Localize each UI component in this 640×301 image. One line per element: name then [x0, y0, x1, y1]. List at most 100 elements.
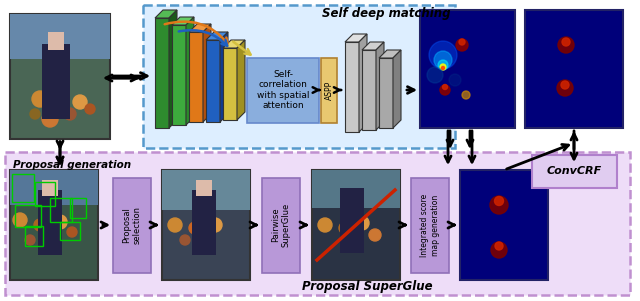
- FancyBboxPatch shape: [525, 10, 623, 128]
- Text: Self-
correlation
with spatial
attention: Self- correlation with spatial attention: [257, 70, 309, 110]
- Circle shape: [318, 218, 332, 232]
- Circle shape: [440, 64, 446, 70]
- FancyBboxPatch shape: [48, 32, 64, 50]
- FancyBboxPatch shape: [162, 170, 250, 280]
- FancyBboxPatch shape: [42, 44, 70, 119]
- Circle shape: [442, 67, 445, 70]
- Circle shape: [32, 91, 48, 107]
- Circle shape: [462, 91, 470, 99]
- Circle shape: [369, 229, 381, 241]
- Polygon shape: [172, 17, 194, 25]
- Polygon shape: [186, 17, 194, 125]
- Polygon shape: [189, 24, 211, 32]
- Circle shape: [347, 235, 357, 245]
- Circle shape: [189, 222, 201, 234]
- Circle shape: [491, 242, 507, 258]
- FancyBboxPatch shape: [321, 58, 337, 123]
- Polygon shape: [223, 40, 245, 48]
- FancyBboxPatch shape: [38, 190, 62, 255]
- Polygon shape: [169, 10, 177, 128]
- FancyBboxPatch shape: [162, 170, 250, 210]
- Polygon shape: [220, 32, 228, 122]
- Text: Pairwise
SuperGlue: Pairwise SuperGlue: [271, 203, 291, 247]
- Text: ConvCRF: ConvCRF: [547, 166, 602, 176]
- Polygon shape: [362, 42, 384, 50]
- FancyBboxPatch shape: [113, 178, 151, 273]
- FancyBboxPatch shape: [345, 42, 359, 132]
- Circle shape: [429, 41, 457, 69]
- FancyBboxPatch shape: [420, 10, 515, 128]
- Polygon shape: [359, 34, 367, 132]
- Circle shape: [456, 39, 468, 51]
- Circle shape: [53, 215, 67, 229]
- FancyBboxPatch shape: [223, 48, 237, 120]
- FancyBboxPatch shape: [42, 180, 58, 196]
- FancyBboxPatch shape: [192, 190, 216, 255]
- Text: Proposal SuperGlue: Proposal SuperGlue: [301, 280, 432, 293]
- Circle shape: [199, 232, 211, 244]
- Bar: [12, 174, 34, 202]
- Circle shape: [355, 216, 369, 230]
- Text: Proposal generation: Proposal generation: [13, 160, 131, 170]
- Circle shape: [442, 85, 447, 89]
- Bar: [15, 205, 41, 227]
- Text: ASPP: ASPP: [324, 80, 333, 100]
- FancyBboxPatch shape: [379, 58, 393, 128]
- FancyBboxPatch shape: [312, 170, 400, 208]
- Polygon shape: [237, 40, 245, 120]
- Circle shape: [42, 111, 58, 127]
- Bar: [60, 222, 80, 240]
- FancyBboxPatch shape: [155, 18, 169, 128]
- FancyBboxPatch shape: [312, 170, 400, 280]
- Polygon shape: [206, 32, 228, 40]
- Circle shape: [30, 109, 40, 119]
- Circle shape: [168, 218, 182, 232]
- Circle shape: [427, 67, 443, 83]
- Polygon shape: [393, 50, 401, 128]
- Circle shape: [339, 222, 351, 234]
- FancyBboxPatch shape: [262, 178, 300, 273]
- Circle shape: [459, 39, 465, 45]
- FancyBboxPatch shape: [411, 178, 449, 273]
- FancyBboxPatch shape: [10, 170, 98, 280]
- Circle shape: [34, 219, 46, 231]
- Bar: [50, 198, 72, 222]
- Circle shape: [490, 196, 508, 214]
- FancyBboxPatch shape: [196, 180, 212, 196]
- Circle shape: [562, 38, 570, 46]
- Text: Proposal
selection: Proposal selection: [122, 206, 141, 244]
- Circle shape: [49, 232, 61, 244]
- FancyBboxPatch shape: [143, 5, 455, 148]
- Circle shape: [438, 60, 448, 70]
- Circle shape: [434, 51, 452, 69]
- FancyBboxPatch shape: [460, 170, 548, 280]
- Text: Integrated score
map generation: Integrated score map generation: [420, 193, 440, 257]
- Circle shape: [495, 197, 504, 206]
- Circle shape: [558, 37, 574, 53]
- FancyBboxPatch shape: [10, 14, 110, 59]
- Circle shape: [13, 213, 27, 227]
- FancyBboxPatch shape: [340, 188, 364, 253]
- Bar: [35, 182, 55, 206]
- FancyBboxPatch shape: [532, 155, 617, 188]
- Bar: [70, 198, 86, 218]
- Polygon shape: [155, 10, 177, 18]
- Text: Self deep matching: Self deep matching: [323, 7, 451, 20]
- FancyBboxPatch shape: [10, 170, 98, 205]
- Circle shape: [557, 80, 573, 96]
- FancyBboxPatch shape: [206, 40, 220, 122]
- FancyBboxPatch shape: [247, 58, 319, 123]
- Circle shape: [449, 74, 461, 86]
- FancyBboxPatch shape: [189, 32, 203, 122]
- Circle shape: [495, 242, 503, 250]
- Circle shape: [440, 85, 450, 95]
- Polygon shape: [376, 42, 384, 130]
- Polygon shape: [379, 50, 401, 58]
- Circle shape: [67, 227, 77, 237]
- Circle shape: [208, 218, 222, 232]
- Polygon shape: [345, 34, 367, 42]
- Circle shape: [73, 95, 87, 109]
- Circle shape: [54, 98, 66, 110]
- Circle shape: [64, 108, 76, 120]
- FancyBboxPatch shape: [10, 14, 110, 139]
